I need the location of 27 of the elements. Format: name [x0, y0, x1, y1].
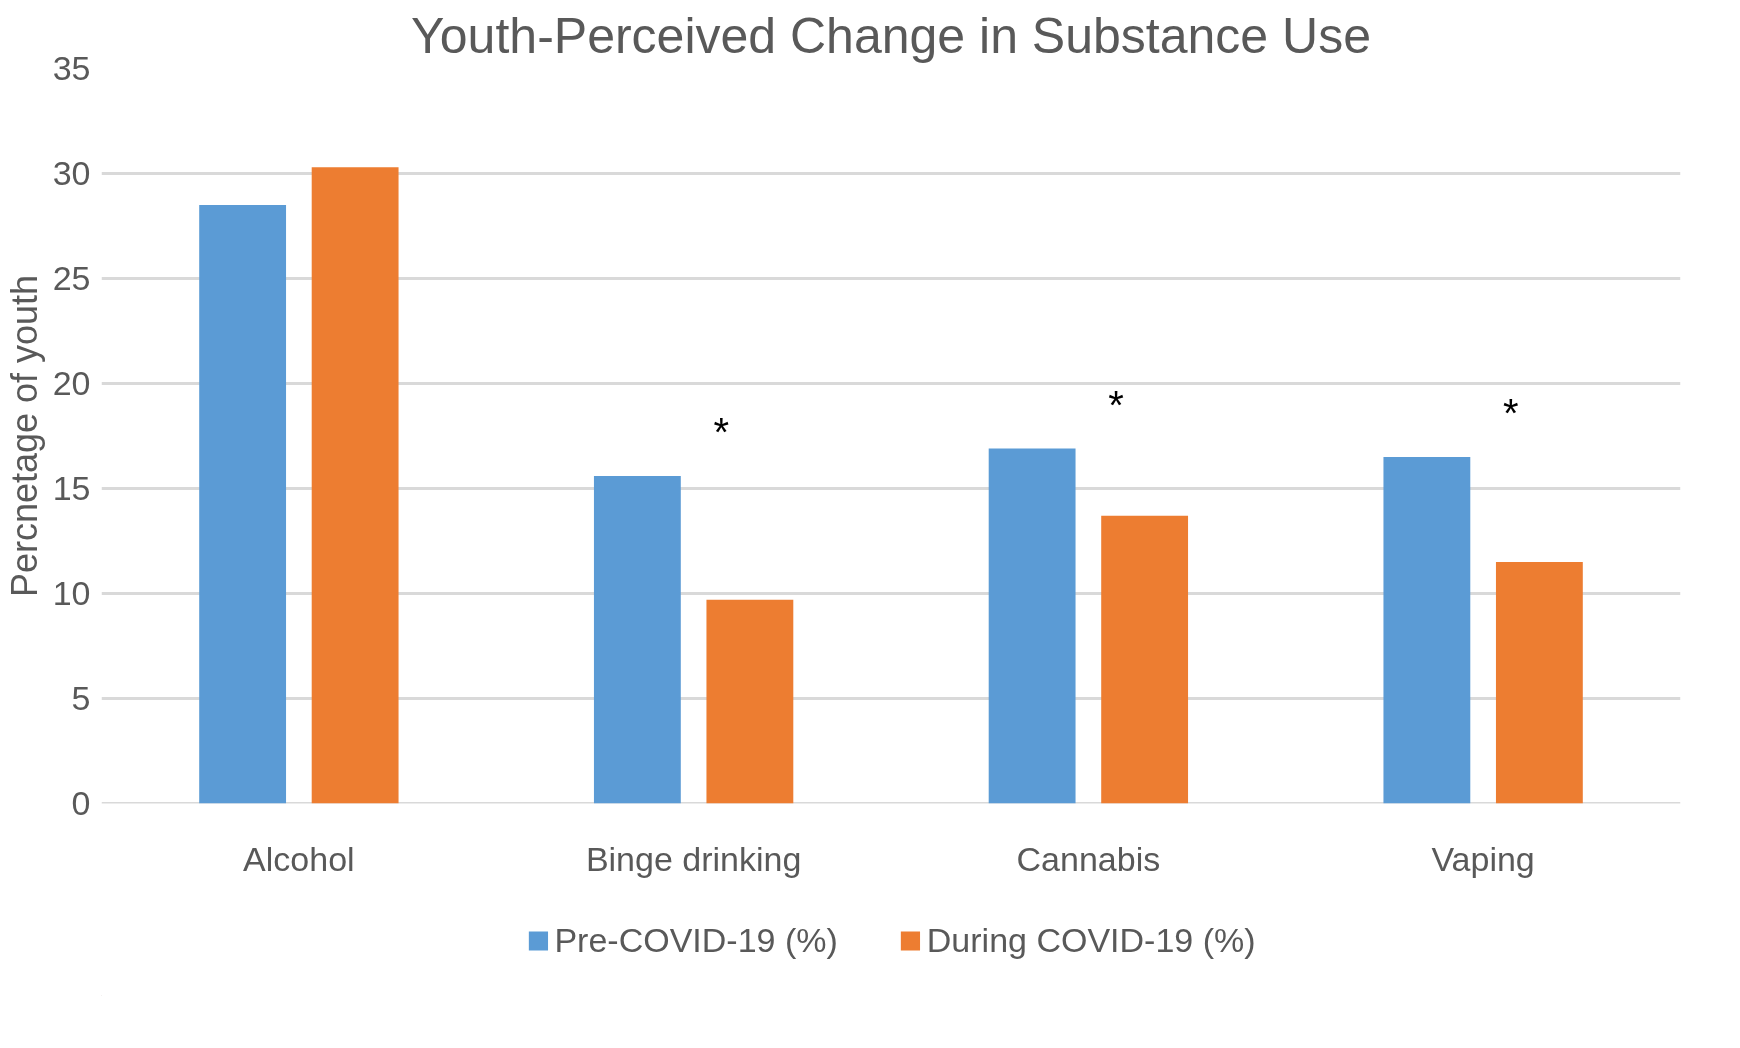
y-tick-label: 35 [52, 49, 91, 87]
bar [1495, 562, 1583, 804]
annotation: * [1108, 382, 1124, 427]
bar [988, 448, 1076, 804]
bar [593, 475, 681, 804]
bar [1383, 457, 1471, 804]
bar [1101, 515, 1189, 804]
y-tick-label: 25 [52, 259, 91, 297]
y-tick-label: 20 [52, 364, 91, 402]
annotation: * [1502, 390, 1519, 435]
bar [199, 205, 287, 804]
x-tick-label: Cannabis [1016, 839, 1161, 878]
y-tick-label: 0 [71, 784, 91, 822]
y-tick-label: 30 [52, 154, 91, 192]
chart-title: Youth-Perceived Change in Substance Use [411, 7, 1371, 64]
y-tick-label: 5 [71, 679, 91, 717]
legend-label: During COVID-19 (%) [926, 920, 1256, 960]
bar [311, 167, 399, 804]
annotation: * [713, 409, 730, 454]
x-tick-label: Vaping [1431, 839, 1535, 878]
y-axis-title: Percnetage of youth [3, 274, 45, 598]
bar [706, 599, 794, 804]
y-tick-label: 15 [52, 469, 91, 507]
x-tick-label: Binge drinking [585, 839, 802, 878]
y-tick-label: 10 [52, 574, 91, 612]
x-tick-label: Alcohol [243, 839, 355, 878]
legend-label: Pre-COVID-19 (%) [554, 920, 838, 960]
